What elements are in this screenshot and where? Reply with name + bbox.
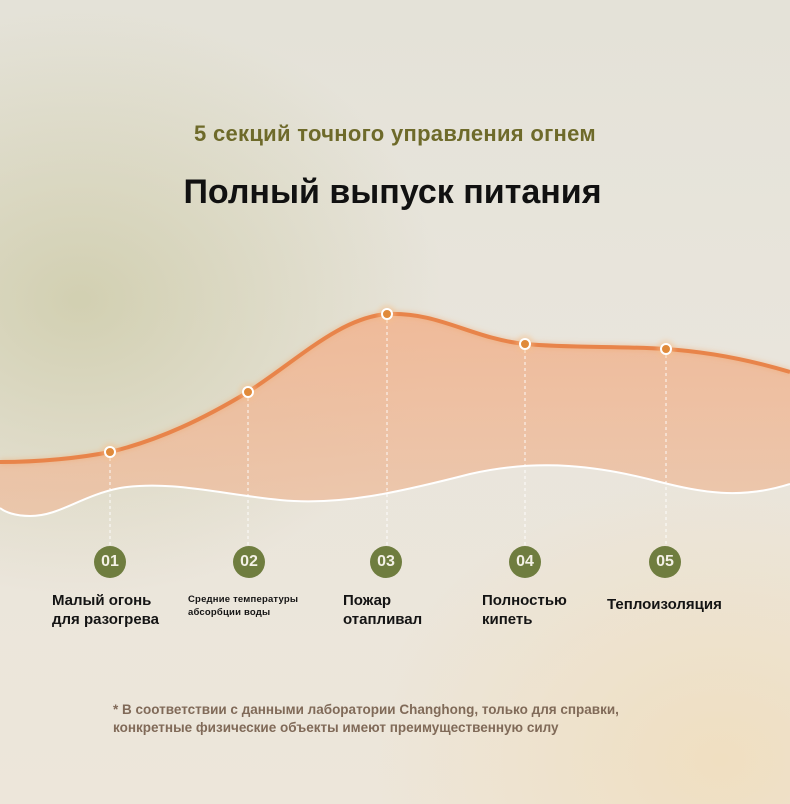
step-label-01: Малый огонь для разогрева — [52, 591, 192, 629]
step-badge-01: 01 — [94, 546, 126, 578]
step-label-03-line1: Пожар — [343, 592, 392, 609]
curve-point-03 — [381, 308, 393, 320]
step-label-05-line1: Теплоизоляция — [607, 596, 722, 613]
footnote: * В соответствии с данными лаборатории C… — [113, 701, 733, 737]
curve-point-05 — [660, 343, 672, 355]
page-subtitle: 5 секций точного управления огнем — [194, 121, 596, 146]
step-label-02-line1: Средние температуры — [188, 594, 299, 605]
footnote-line1: * В соответствии с данными лаборатории C… — [113, 702, 619, 717]
curve-lower-edge — [0, 464, 790, 518]
step-badge-05: 05 — [649, 546, 681, 578]
curve-point-01 — [104, 446, 116, 458]
step-label-03: Пожар отапливал — [343, 591, 463, 629]
curve-point-04 — [519, 338, 531, 350]
step-label-02-line2: абсорбции воды — [188, 607, 271, 618]
step-label-01-line1: Малый огонь — [52, 592, 152, 609]
step-label-03-line2: отапливал — [343, 611, 423, 628]
step-label-04-line2: кипеть — [482, 611, 533, 628]
footnote-line2: конкретные физические объекты имеют преи… — [113, 720, 559, 735]
step-label-04: Полностью кипеть — [482, 591, 602, 629]
step-badge-03: 03 — [370, 546, 402, 578]
curve-point-02 — [242, 386, 254, 398]
step-badge-02: 02 — [233, 546, 265, 578]
step-label-02: Средние температуры абсорбции воды — [188, 593, 328, 619]
curve-fill-area — [0, 313, 790, 516]
step-label-05: Теплоизоляция — [607, 595, 777, 614]
page-title: Полный выпуск питания — [183, 173, 602, 211]
step-badge-04: 04 — [509, 546, 541, 578]
step-label-04-line1: Полностью — [482, 592, 567, 609]
step-label-01-line2: для разогрева — [52, 611, 160, 628]
